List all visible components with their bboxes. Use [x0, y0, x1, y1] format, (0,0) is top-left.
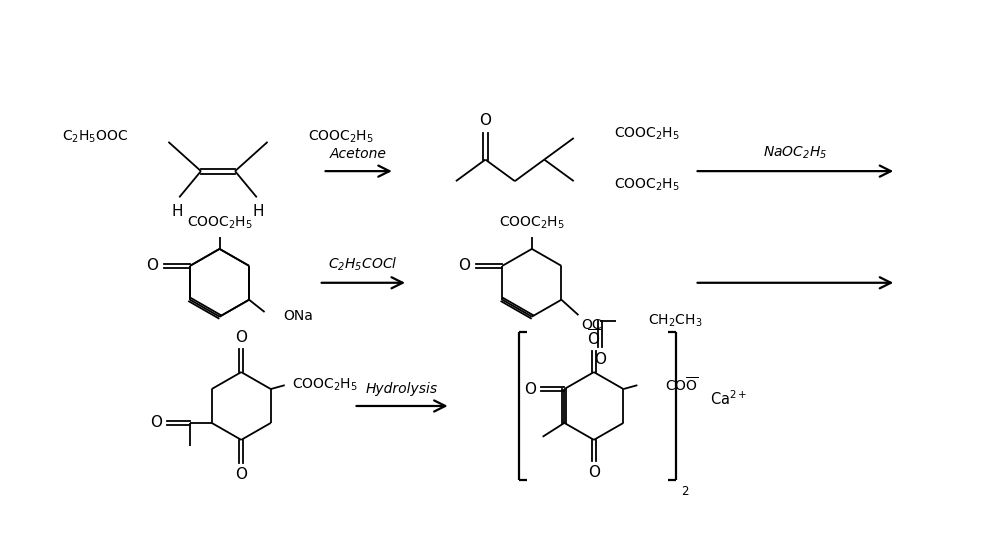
Text: $\mathregular{COOC_2H_5}$: $\mathregular{COOC_2H_5}$: [187, 214, 253, 231]
Text: $\mathregular{C_2H_5OOC}$: $\mathregular{C_2H_5OOC}$: [62, 129, 128, 146]
Text: O: O: [235, 467, 247, 482]
Text: $\mathregular{C_2H_5COCl}$: $\mathregular{C_2H_5COCl}$: [328, 255, 398, 273]
Text: H: H: [253, 203, 264, 219]
Text: O: O: [458, 258, 470, 274]
Text: OC: OC: [581, 318, 601, 332]
Text: Hydrolysis: Hydrolysis: [366, 382, 438, 396]
Text: $\mathregular{Ca^{2+}}$: $\mathregular{Ca^{2+}}$: [710, 389, 747, 408]
Text: $\mathregular{NaOC_2H_5}$: $\mathregular{NaOC_2H_5}$: [763, 145, 828, 161]
Text: O: O: [588, 465, 600, 480]
Text: $\mathregular{COOC_2H_5}$: $\mathregular{COOC_2H_5}$: [308, 129, 374, 146]
Text: $\mathregular{\overline{O}}$: $\mathregular{\overline{O}}$: [587, 329, 601, 349]
Text: $\mathregular{COOC_2H_5}$: $\mathregular{COOC_2H_5}$: [292, 377, 358, 393]
Text: O: O: [146, 258, 158, 274]
Text: $\mathregular{CO\overline{O}}$: $\mathregular{CO\overline{O}}$: [665, 376, 699, 394]
Text: Acetone: Acetone: [330, 147, 387, 161]
Text: $\mathregular{COOC_2H_5}$: $\mathregular{COOC_2H_5}$: [614, 126, 680, 142]
Text: $\mathregular{CH_2CH_3}$: $\mathregular{CH_2CH_3}$: [648, 313, 703, 329]
Text: O: O: [524, 382, 536, 397]
Text: O: O: [150, 415, 162, 430]
Text: 2: 2: [681, 485, 688, 498]
Text: O: O: [594, 352, 606, 367]
Text: H: H: [172, 203, 183, 219]
Text: $\mathregular{COOC_2H_5}$: $\mathregular{COOC_2H_5}$: [499, 214, 565, 231]
Text: O: O: [235, 330, 247, 345]
Text: O: O: [479, 113, 491, 128]
Text: $\mathregular{COOC_2H_5}$: $\mathregular{COOC_2H_5}$: [614, 177, 680, 193]
Text: ONa: ONa: [283, 309, 313, 323]
